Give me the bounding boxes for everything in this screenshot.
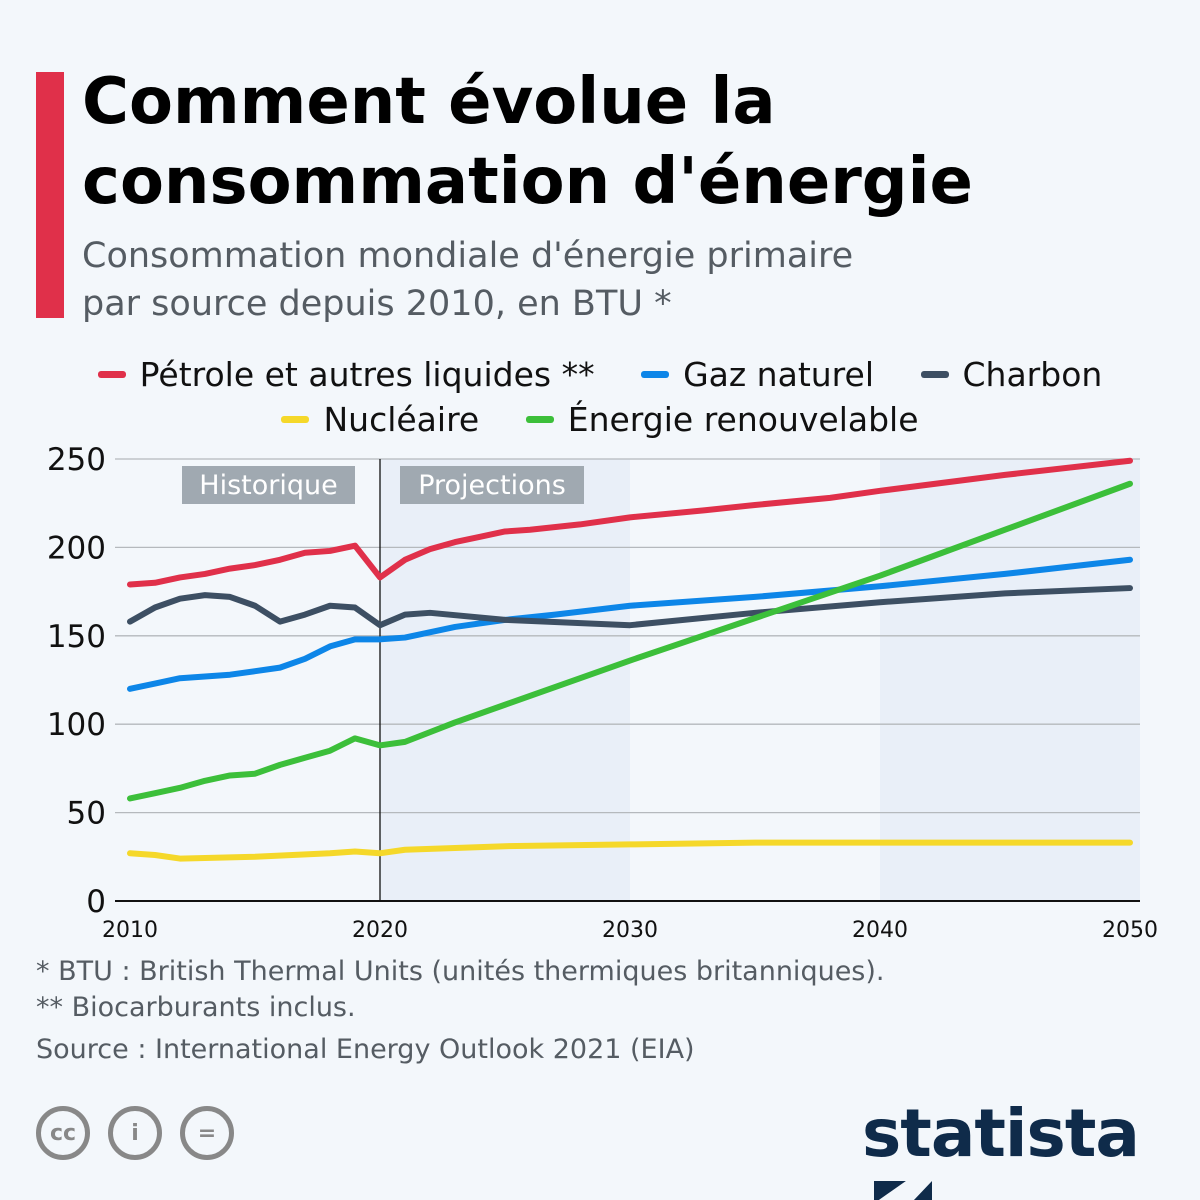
y-tick-label: 50 bbox=[67, 796, 106, 832]
chart-title: Comment évolue la consommation d'énergie bbox=[82, 65, 973, 219]
footnote-1: * BTU : British Thermal Units (unités th… bbox=[36, 956, 885, 987]
line-chart: 0 50 100 150 200 250 2010 2020 2030 2040 2050 Histo… bbox=[47, 442, 1158, 943]
annotation-label: Projections bbox=[418, 470, 566, 501]
no-derivatives-icon[interactable]: = bbox=[180, 1106, 234, 1160]
projection-band bbox=[880, 459, 1140, 901]
legend-row-1: Pétrole et autres liquides ** Gaz nature… bbox=[0, 347, 1200, 394]
legend-label: Nucléaire bbox=[323, 400, 480, 439]
legend-label: Gaz naturel bbox=[683, 355, 874, 394]
y-tick-label: 100 bbox=[47, 707, 106, 743]
statista-logo[interactable]: statista bbox=[862, 1095, 1200, 1200]
chart-subtitle: Consommation mondiale d'énergie primaire… bbox=[82, 232, 1082, 328]
x-tick-label: 2020 bbox=[352, 918, 408, 943]
subtitle-line: Consommation mondiale d'énergie primaire bbox=[82, 236, 854, 276]
legend-item: Gaz naturel bbox=[641, 355, 874, 394]
x-tick-label: 2050 bbox=[1102, 918, 1158, 943]
series-line bbox=[127, 839, 1133, 862]
legend-swatch bbox=[641, 371, 670, 378]
cc-icon[interactable]: cc bbox=[36, 1106, 90, 1160]
x-tick-label: 2010 bbox=[102, 918, 158, 943]
y-tick-label: 150 bbox=[47, 619, 106, 655]
legend-swatch bbox=[281, 416, 310, 423]
legend-item: Énergie renouvelable bbox=[525, 400, 919, 439]
brand-text: statista bbox=[862, 1095, 1140, 1172]
series-line bbox=[127, 556, 1133, 692]
x-tick-label: 2030 bbox=[602, 918, 658, 943]
series-line bbox=[127, 585, 1133, 629]
legend-label: Énergie renouvelable bbox=[567, 400, 919, 439]
x-tick-label: 2040 bbox=[852, 918, 908, 943]
annotation-label: Historique bbox=[199, 470, 337, 501]
legend-swatch bbox=[920, 371, 949, 378]
legend-item: Nucléaire bbox=[281, 400, 479, 439]
statista-mark-icon bbox=[874, 1181, 932, 1200]
series-line bbox=[127, 457, 1133, 588]
annotation-box bbox=[182, 466, 355, 504]
legend-item: Pétrole et autres liquides ** bbox=[97, 355, 595, 394]
series-line bbox=[127, 480, 1133, 802]
legend-label: Charbon bbox=[962, 355, 1103, 394]
y-tick-label: 250 bbox=[47, 442, 106, 478]
attribution-icon[interactable]: i bbox=[108, 1106, 162, 1160]
legend-item: Charbon bbox=[920, 355, 1103, 394]
footnote-2: ** Biocarburants inclus. bbox=[36, 992, 356, 1023]
legend-swatch bbox=[97, 371, 126, 378]
legend-swatch bbox=[525, 416, 554, 423]
subtitle-line: par source depuis 2010, en BTU * bbox=[82, 284, 672, 324]
y-tick-label: 0 bbox=[86, 884, 106, 920]
source-text: Source : International Energy Outlook 20… bbox=[36, 1034, 695, 1065]
accent-bar bbox=[36, 72, 64, 318]
annotation-box bbox=[400, 466, 584, 504]
legend-row-2: Nucléaire Énergie renouvelable bbox=[0, 392, 1200, 439]
legend-label: Pétrole et autres liquides ** bbox=[139, 355, 595, 394]
y-tick-label: 200 bbox=[47, 530, 106, 566]
